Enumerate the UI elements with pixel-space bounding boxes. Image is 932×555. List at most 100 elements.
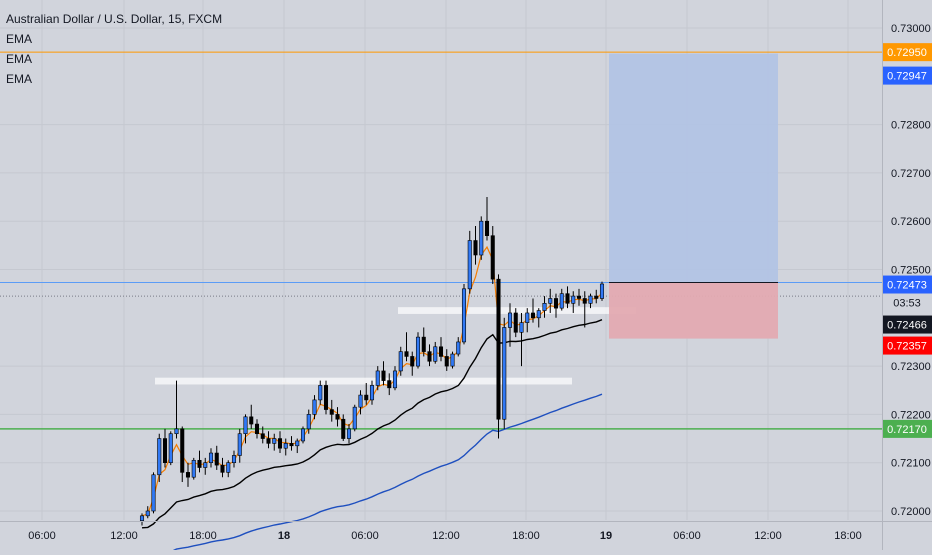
price-tag-label: 0.72357 bbox=[887, 341, 927, 353]
candle-body bbox=[231, 455, 237, 463]
price-tag-label: 0.72170 bbox=[887, 424, 927, 436]
candle-body bbox=[398, 351, 403, 372]
candle-body bbox=[479, 220, 484, 256]
candle-body bbox=[358, 394, 363, 408]
candle-body bbox=[599, 283, 605, 299]
candle-body bbox=[180, 428, 185, 473]
candle-body bbox=[392, 370, 398, 389]
candle-body bbox=[266, 438, 271, 444]
candle-body bbox=[254, 423, 260, 435]
x-tick-label: 18:00 bbox=[512, 530, 540, 542]
candle-body bbox=[214, 452, 219, 466]
candle-body bbox=[456, 341, 461, 355]
candle-body bbox=[329, 409, 334, 415]
candle-body bbox=[369, 385, 375, 401]
x-tick-label: 12:00 bbox=[754, 530, 782, 542]
x-tick-label: 06:00 bbox=[28, 530, 56, 542]
candle-body bbox=[220, 464, 225, 473]
x-tick-label: 18 bbox=[278, 530, 290, 542]
candle-body bbox=[536, 310, 541, 319]
candle-body bbox=[203, 462, 208, 468]
candle-body bbox=[582, 298, 587, 304]
y-tick-label: 0.72600 bbox=[891, 216, 931, 228]
candle-body bbox=[473, 240, 478, 256]
profit-zone bbox=[609, 53, 778, 283]
candle-body bbox=[226, 462, 231, 473]
candle-body bbox=[168, 433, 173, 464]
loss-zone bbox=[609, 282, 778, 339]
y-tick-label: 0.72500 bbox=[891, 265, 931, 277]
candle-body bbox=[352, 406, 357, 430]
ema-legend-2[interactable]: EMA bbox=[6, 52, 33, 66]
ema-legend-1[interactable]: EMA bbox=[6, 32, 33, 46]
candle-body bbox=[375, 370, 380, 386]
price-tag-label: 0.72473 bbox=[887, 280, 927, 292]
price-tag-label: 03:53 bbox=[893, 298, 921, 310]
candle-body bbox=[162, 438, 168, 463]
candle-body bbox=[249, 416, 254, 425]
support-zone bbox=[398, 307, 636, 314]
price-tag-entry bbox=[883, 275, 932, 294]
y-tick-label: 0.72300 bbox=[891, 361, 931, 373]
candle-body bbox=[450, 353, 455, 367]
candle-body bbox=[295, 440, 300, 447]
y-tick-label: 0.72800 bbox=[891, 120, 931, 132]
price-tag-support bbox=[883, 419, 932, 438]
candle-body bbox=[484, 220, 490, 236]
candle-body bbox=[139, 515, 145, 521]
candle-body bbox=[306, 414, 311, 430]
candle-body bbox=[410, 356, 415, 367]
price-tag-target-box bbox=[883, 66, 932, 85]
price-tag-stop bbox=[883, 336, 932, 355]
candle-body bbox=[553, 298, 559, 309]
candle-body bbox=[496, 278, 501, 420]
candle-body bbox=[502, 327, 507, 420]
candle-body bbox=[530, 312, 536, 319]
x-tick-label: 19 bbox=[600, 530, 612, 542]
candle-body bbox=[381, 370, 386, 381]
candle-body bbox=[272, 438, 277, 444]
candle-body bbox=[151, 474, 156, 512]
candle-body bbox=[433, 346, 438, 362]
candle-body bbox=[427, 351, 432, 362]
candle-body bbox=[415, 336, 421, 367]
candle-body bbox=[260, 433, 265, 439]
candle-body bbox=[277, 438, 283, 449]
candle-body bbox=[444, 356, 449, 367]
y-tick-label: 0.73000 bbox=[891, 23, 931, 35]
price-tag-target bbox=[883, 43, 932, 62]
candle-body bbox=[318, 385, 323, 401]
y-tick-label: 0.72000 bbox=[891, 506, 931, 518]
candle-body bbox=[404, 351, 409, 357]
price-tag-countdown bbox=[883, 293, 932, 312]
candle-body bbox=[571, 295, 576, 304]
candle-body bbox=[346, 428, 352, 439]
candle-body bbox=[323, 385, 329, 410]
y-tick-label: 0.72200 bbox=[891, 409, 931, 421]
candle-body bbox=[594, 295, 599, 299]
candle-body bbox=[525, 312, 530, 323]
candle-body bbox=[300, 428, 306, 442]
ema-mid-line bbox=[141, 319, 603, 529]
candle-body bbox=[243, 416, 248, 435]
candle-body bbox=[341, 418, 346, 439]
candle-body bbox=[507, 312, 513, 328]
candle-body bbox=[312, 399, 317, 415]
candle-body bbox=[467, 240, 472, 290]
candle-body bbox=[208, 452, 214, 464]
candle-body bbox=[174, 428, 179, 435]
candle-body bbox=[542, 303, 547, 311]
y-tick-label: 0.72700 bbox=[891, 168, 931, 180]
candle-body bbox=[513, 312, 518, 333]
x-tick-label: 18:00 bbox=[189, 530, 217, 542]
y-tick-label: 0.72100 bbox=[891, 458, 931, 470]
candle-body bbox=[157, 438, 162, 476]
candle-body bbox=[191, 459, 196, 478]
candle-body bbox=[438, 346, 444, 357]
candle-body bbox=[588, 295, 593, 304]
x-tick-label: 06:00 bbox=[673, 530, 701, 542]
price-tag-label: 0.72466 bbox=[887, 320, 927, 332]
ema-legend-3[interactable]: EMA bbox=[6, 72, 33, 86]
